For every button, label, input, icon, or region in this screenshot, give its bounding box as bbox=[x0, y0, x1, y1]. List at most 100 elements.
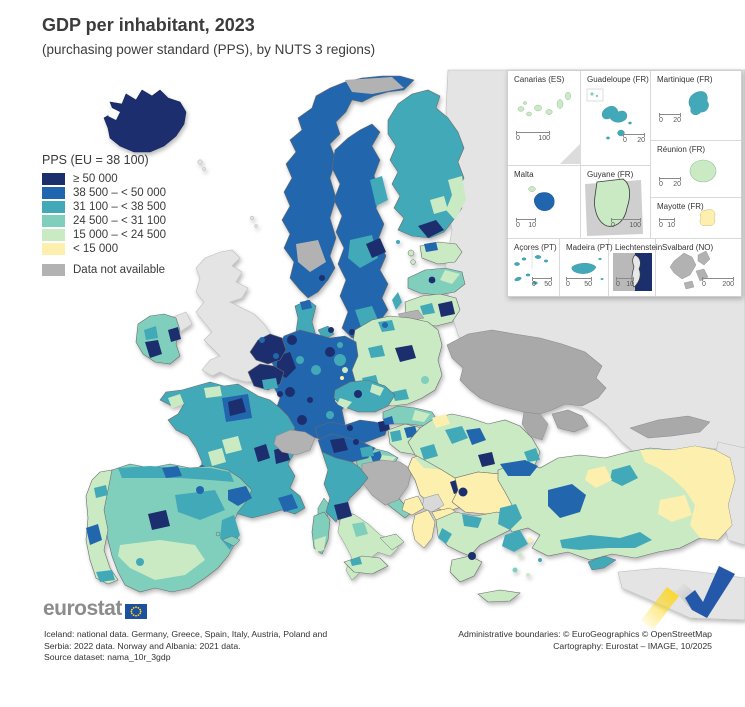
map-albania bbox=[411, 509, 436, 549]
map-iceland bbox=[103, 89, 187, 153]
map-georgia bbox=[629, 415, 711, 439]
map-luxembourg bbox=[277, 391, 283, 397]
inset-label: Réunion (FR) bbox=[657, 145, 706, 154]
inset-acores: Açores (PT) 0 50 bbox=[508, 239, 560, 296]
legend-item-no-data: Data not available bbox=[42, 263, 166, 277]
page-subtitle: (purchasing power standard (PPS), by NUT… bbox=[42, 42, 376, 57]
attribution: Administrative boundaries: © EuroGeograp… bbox=[458, 629, 712, 652]
map-norway bbox=[281, 75, 415, 299]
attribution-line: Cartography: Eurostat – IMAGE, 10/2025 bbox=[553, 640, 712, 651]
page-title: GDP per inhabitant, 2023 bbox=[42, 15, 255, 35]
inset-label: Guyane (FR) bbox=[587, 170, 634, 179]
inset-scalebar: 0 10 bbox=[616, 277, 634, 289]
map-romania bbox=[407, 413, 541, 479]
map-balearics bbox=[221, 535, 241, 547]
map-ireland bbox=[135, 313, 181, 365]
legend-swatch bbox=[42, 215, 65, 227]
legend-swatch bbox=[42, 201, 65, 213]
inset-martinique: Martinique (FR) 0 20 bbox=[651, 71, 741, 141]
legend-label: 15 000 – < 24 500 bbox=[73, 229, 167, 241]
eurostat-wordmark: eurostat bbox=[43, 597, 122, 620]
map-italy bbox=[311, 433, 405, 581]
map-greece bbox=[435, 511, 542, 603]
map-spain bbox=[99, 463, 253, 593]
inset-scalebar: 0 10 bbox=[659, 218, 675, 230]
inset-svalbard: Svalbard (NO) 0 200 bbox=[656, 239, 741, 296]
legend-label: ≥ 50 000 bbox=[73, 173, 118, 185]
legend-item: 24 500 – < 31 100 bbox=[42, 214, 166, 228]
inset-label: Madeira (PT) bbox=[566, 243, 613, 252]
acores-islands-icon bbox=[514, 247, 549, 285]
liechtenstein-icon bbox=[613, 253, 652, 291]
legend-item: 15 000 – < 24 500 bbox=[42, 228, 166, 242]
legend-item: ≥ 50 000 bbox=[42, 172, 166, 186]
inset-label: Guadeloupe (FR) bbox=[587, 75, 649, 84]
overseas-insets-panel: Canarias (ES) 0 100 Guadeloupe (FR) bbox=[507, 70, 742, 297]
inset-scalebar: 0 50 bbox=[532, 277, 552, 289]
map-turkey bbox=[497, 445, 736, 561]
legend-item: 38 500 – < 50 000 bbox=[42, 186, 166, 200]
map-montenegro bbox=[401, 495, 425, 516]
inset-mayotte: Mayotte (FR) 0 10 bbox=[651, 198, 741, 239]
eurostat-logo: eurostat bbox=[43, 597, 147, 621]
legend-swatch bbox=[42, 243, 65, 255]
inset-scalebar: 0 200 bbox=[702, 277, 734, 289]
map-crimea bbox=[551, 409, 589, 433]
legend-label: Data not available bbox=[73, 264, 166, 276]
inset-malta: Malta 0 10 bbox=[508, 166, 581, 239]
map-ukraine bbox=[446, 329, 607, 433]
canarias-islands-icon bbox=[517, 91, 581, 164]
martinique-island-icon bbox=[688, 91, 709, 115]
inset-canarias: Canarias (ES) 0 100 bbox=[508, 71, 581, 166]
inset-label: Malta bbox=[514, 170, 534, 179]
inset-guyane: Guyane (FR) 0 100 bbox=[581, 166, 651, 239]
map-latvia bbox=[407, 267, 466, 296]
legend-label: < 15 000 bbox=[73, 243, 119, 255]
legend: PPS (EU = 38 100) ≥ 50 000 38 500 – < 50… bbox=[42, 153, 166, 277]
map-france bbox=[159, 381, 331, 523]
map-finland bbox=[387, 89, 466, 244]
image-arrow-decoration-icon bbox=[641, 566, 735, 630]
inset-label: Mayotte (FR) bbox=[657, 202, 704, 211]
footnotes: Iceland: national data. Germany, Greece,… bbox=[44, 629, 327, 664]
legend-swatch bbox=[42, 229, 65, 241]
map-cyprus bbox=[587, 555, 617, 571]
map-portugal bbox=[85, 469, 119, 585]
madeira-island-icon bbox=[571, 257, 604, 280]
legend-swatch bbox=[42, 173, 65, 185]
guyane-icon bbox=[585, 178, 643, 236]
inset-label: Svalbard (NO) bbox=[662, 243, 714, 252]
legend-swatch bbox=[42, 264, 65, 276]
inset-scalebar: 0 50 bbox=[566, 277, 592, 289]
inset-scalebar: 0 20 bbox=[659, 113, 681, 125]
legend-label: 24 500 – < 31 100 bbox=[73, 215, 167, 227]
footnote-line: Iceland: national data. Germany, Greece,… bbox=[44, 629, 328, 639]
legend-title: PPS (EU = 38 100) bbox=[42, 153, 149, 167]
inset-scalebar: 0 10 bbox=[516, 218, 536, 230]
map-estonia bbox=[407, 241, 463, 265]
legend-item: < 15 000 bbox=[42, 242, 166, 256]
malta-island-icon bbox=[528, 186, 555, 211]
legend-item: 31 100 – < 38 500 bbox=[42, 200, 166, 214]
legend-label: 31 100 – < 38 500 bbox=[73, 201, 167, 213]
inset-reunion: Réunion (FR) 0 20 bbox=[651, 141, 741, 198]
mayotte-island-icon bbox=[699, 209, 716, 226]
map-sardinia bbox=[311, 511, 331, 555]
map-land bbox=[85, 69, 745, 621]
map-switzerland bbox=[273, 429, 316, 456]
attribution-line: Administrative boundaries: © EuroGeograp… bbox=[458, 629, 712, 639]
map-czechia bbox=[333, 379, 396, 413]
map-belgium bbox=[247, 363, 285, 397]
inset-liechtenstein: Liechtenstein 0 10 bbox=[609, 239, 662, 296]
inset-guadeloupe: Guadeloupe (FR) 0 20 bbox=[581, 71, 651, 166]
inset-label: Liechtenstein bbox=[615, 243, 663, 252]
inset-label: Açores (PT) bbox=[514, 243, 557, 252]
footnote-line: Serbia: 2022 data. Norway and Albania: 2… bbox=[44, 640, 241, 651]
map-netherlands bbox=[249, 333, 287, 365]
inset-scalebar: 0 100 bbox=[611, 218, 641, 230]
inset-scalebar: 0 20 bbox=[623, 133, 645, 145]
inset-label: Canarias (ES) bbox=[514, 75, 565, 84]
inset-scalebar: 0 20 bbox=[659, 177, 681, 189]
